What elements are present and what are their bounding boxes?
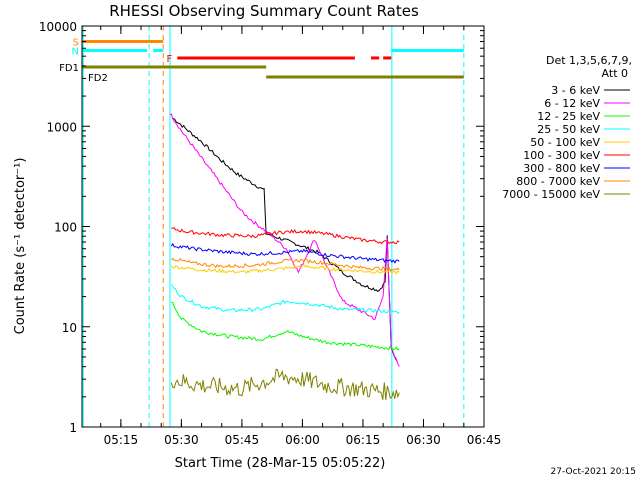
legend-label-6-12-kev: 6 - 12 keV bbox=[544, 97, 600, 110]
series-line-100-300-kev bbox=[171, 227, 400, 245]
chart-text: RHESSI Observing Summary Count Rates Sta… bbox=[13, 2, 636, 477]
flag-label-s: S bbox=[73, 38, 79, 49]
x-tick-label-1: 05:30 bbox=[164, 433, 199, 447]
plot-frame bbox=[81, 25, 485, 428]
legend-label-3-6-kev: 3 - 6 keV bbox=[551, 84, 600, 97]
legend-label-50-100-kev: 50 - 100 keV bbox=[530, 136, 600, 149]
series-line-3-6-kev bbox=[173, 117, 398, 362]
y-tick-label-4: 10000 bbox=[39, 20, 77, 34]
flag-label-n: N bbox=[72, 46, 79, 57]
series-lines bbox=[169, 113, 400, 400]
y-axis-label: Count Rate (s⁻¹ detector⁻¹) bbox=[13, 158, 28, 335]
x-tick-label-4: 06:15 bbox=[346, 433, 381, 447]
y-tick-label-2: 100 bbox=[54, 221, 77, 235]
x-tick-label-0: 05:15 bbox=[104, 433, 139, 447]
series-line-25-50-kev bbox=[170, 284, 400, 315]
legend-header-detectors: Det 1,3,5,6,7,9, bbox=[546, 54, 632, 67]
legend-label-25-50-kev: 25 - 50 keV bbox=[537, 123, 600, 136]
vertical-markers bbox=[82, 26, 465, 427]
series-line-300-800-kev bbox=[170, 242, 400, 264]
x-tick-label-3: 06:00 bbox=[285, 433, 320, 447]
flag-label-f: F bbox=[166, 54, 172, 65]
x-tick-label-2: 05:45 bbox=[225, 433, 260, 447]
legend-header-attenuator: Att 0 bbox=[602, 67, 628, 80]
flag-bars: SN F FD1 FD2 bbox=[59, 38, 464, 84]
flag-label-fd2: FD2 bbox=[88, 73, 108, 84]
y-tick-label-0: 1 bbox=[69, 421, 77, 435]
x-axis-label: Start Time (28-Mar-15 05:05:22) bbox=[175, 456, 386, 471]
flag-label-fd1: FD1 bbox=[59, 63, 79, 74]
chart-title: RHESSI Observing Summary Count Rates bbox=[109, 2, 419, 20]
series-line-12-25-kev bbox=[171, 301, 400, 351]
y-tick-label-1: 10 bbox=[62, 321, 77, 335]
legend-label-800-7000-kev: 800 - 7000 keV bbox=[516, 175, 600, 188]
series-line-6-12-kev bbox=[169, 113, 400, 367]
y-tick-label-3: 1000 bbox=[46, 120, 77, 134]
x-tick-label-6: 06:45 bbox=[467, 433, 502, 447]
legend-label-12-25-kev: 12 - 25 keV bbox=[537, 110, 600, 123]
legend-label-7000-15000-kev: 7000 - 15000 keV bbox=[502, 188, 600, 201]
footer-timestamp: 27-Oct-2021 20:15 bbox=[551, 467, 636, 477]
series-line-7000-15000-kev bbox=[170, 368, 400, 400]
legend-label-100-300-kev: 100 - 300 keV bbox=[523, 149, 600, 162]
legend-label-300-800-kev: 300 - 800 keV bbox=[523, 162, 600, 175]
series-line-800-7000-kev bbox=[170, 257, 400, 272]
series-line-50-100-kev bbox=[170, 264, 400, 275]
axis-ticks: 05:15 05:30 05:45 06:00 06:15 06:30 06:45 1 10 10… bbox=[39, 20, 501, 447]
x-tick-label-5: 06:30 bbox=[406, 433, 441, 447]
